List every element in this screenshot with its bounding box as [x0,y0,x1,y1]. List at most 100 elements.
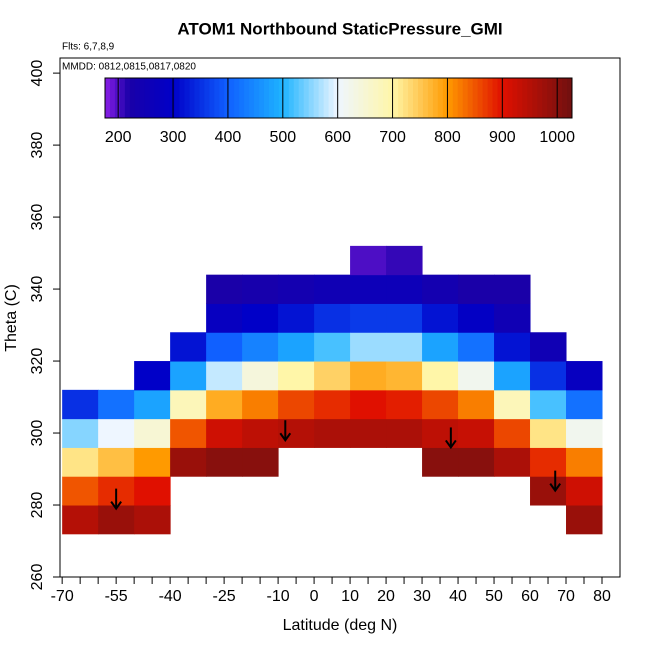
colorbar-swatch [507,78,513,118]
heat-cell [494,274,531,304]
colorbar-tick-label: 600 [324,129,351,146]
heat-cell [278,389,315,420]
colorbar-swatch [432,78,439,118]
y-tick-label: 280 [29,492,46,519]
heat-cell [422,361,459,391]
heat-cell [350,332,387,362]
heat-cell [134,447,171,477]
colorbar-swatch [462,78,469,118]
colorbar-swatch [328,78,335,118]
heat-cell [458,361,495,391]
colorbar-swatch [408,78,414,118]
heat-cell [422,332,459,362]
arrow-head [445,439,457,450]
colorbar-swatch [189,78,195,118]
arrow-head [110,501,122,511]
colorbar-swatch [234,78,240,118]
colorbar-swatch [229,78,235,118]
heat-cell [458,447,495,477]
heat-cell [134,361,171,391]
colorbar-swatch [457,78,464,118]
colorbar-swatch [249,78,255,118]
colorbar-swatch [532,78,538,118]
colorbar-swatch [427,78,434,118]
colorbar-swatch [313,78,320,118]
heat-cell [494,389,531,420]
colorbar-swatch [527,78,533,118]
colorbar-swatch [105,78,111,118]
x-tick-label: -55 [105,588,128,605]
colorbar-swatch [517,78,523,118]
colorbar-swatch [114,78,121,118]
heat-cell [242,418,279,448]
heat-cell [566,476,603,506]
heat-cell [62,476,99,506]
colorbar-swatch [194,78,200,118]
colorbar-tick-label: 300 [160,129,187,146]
colorbar-swatch [442,78,449,118]
colorbar-swatch [199,78,205,118]
arrow [445,427,457,450]
colorbar-tick-label: 900 [489,129,516,146]
colorbar-swatch [358,78,364,118]
colorbar-swatch [542,78,548,118]
heat-cell [530,476,567,506]
heat-cell [350,389,387,420]
heat-cell [386,245,423,276]
heat-cell [170,332,207,362]
heat-cell [206,361,243,391]
heat-cell [494,361,531,391]
heat-cell [530,361,567,391]
heat-cell [242,303,279,333]
arrow-head [279,432,292,442]
heat-cell [98,389,135,420]
colorbar-swatch [557,78,563,118]
colorbar-swatch [383,78,389,118]
x-tick-label: 50 [485,588,503,605]
colorbar-swatch [149,78,156,118]
heat-cell [386,303,423,333]
heat-cell [62,418,99,448]
y-tick-label: 320 [29,348,46,375]
colorbar-swatch [154,78,161,118]
x-tick-label: 20 [377,588,395,605]
heat-cell [386,274,423,304]
heat-cell [278,418,315,448]
heat-cell [422,303,459,333]
x-tick-label: 80 [593,588,611,605]
colorbar-swatch [308,78,315,118]
heat-cell [314,389,351,420]
colorbar-swatch [273,78,280,118]
colorbar-swatch [318,78,325,118]
colorbar-swatch [537,78,543,118]
colorbar-swatch [562,78,568,118]
colorbar-swatch [129,78,136,118]
colorbar-swatch [447,78,454,118]
x-tick-label: 70 [557,588,575,605]
arrow [110,488,122,511]
heat-cell [278,274,315,304]
colorbar-swatch [477,78,484,118]
colorbar-tick-label: 800 [434,129,461,146]
colorbar-swatch [214,78,220,118]
colorbar-swatch [119,78,126,118]
chart-title: ATOM1 Northbound StaticPressure_GMI [177,19,502,38]
arrow [279,420,292,442]
colorbar-swatch [338,78,344,118]
heat-cell [566,389,603,420]
colorbar-swatch [487,78,494,118]
heat-cell [314,274,351,304]
colorbar-swatch [512,78,518,118]
x-tick-label: 0 [310,588,319,605]
colorbar-swatch [134,78,141,118]
heat-cell [242,389,279,420]
heat-cell [530,418,567,448]
heat-cell [530,447,567,477]
heat-cell [134,389,171,420]
colorbar-swatch [164,78,171,118]
heat-cell [206,418,243,448]
heat-cell [566,447,603,477]
heat-cell [422,389,459,420]
colorbar-swatch [363,78,369,118]
heat-cell [314,418,351,448]
